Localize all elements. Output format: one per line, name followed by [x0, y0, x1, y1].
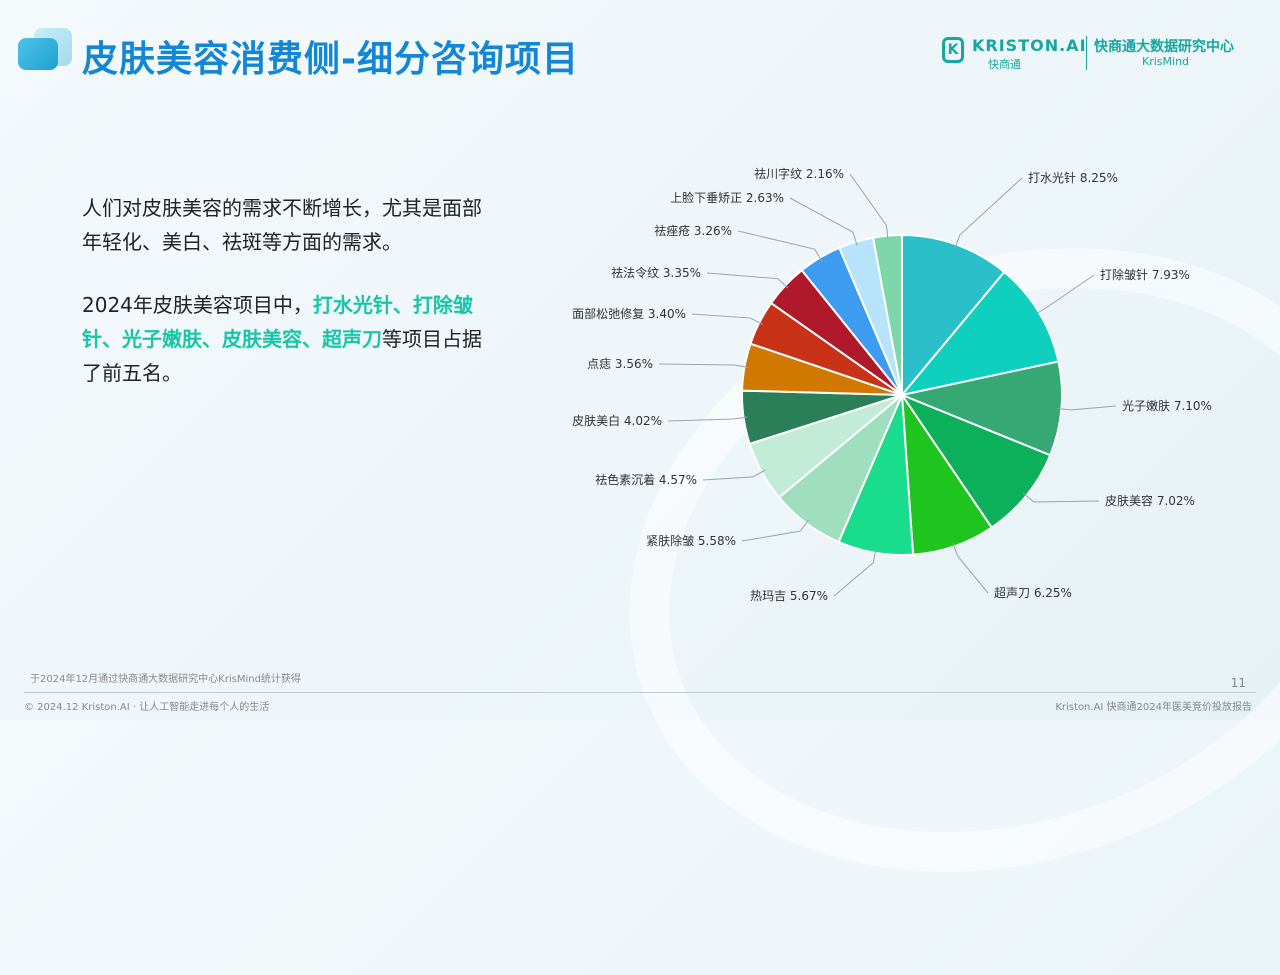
slice-label: 祛色素沉着 4.57% — [595, 472, 697, 487]
leader-line — [706, 272, 789, 289]
slice-label: 超声刀 6.25% — [994, 585, 1072, 600]
slice-label: 祛痤疮 3.26% — [654, 223, 732, 238]
slice-label: 祛川字纹 2.16% — [754, 166, 844, 181]
leader-line — [658, 363, 749, 369]
slice-label: 打除皱针 7.93% — [1100, 267, 1190, 282]
slice-label: 面部松弛修复 3.40% — [572, 306, 686, 321]
leader-line — [702, 469, 766, 481]
brand-header: K KRISTON.AI 快商通 快商通大数据研究中心 KrisMind — [942, 34, 1252, 74]
slice-label: 光子嫩肤 7.10% — [1122, 398, 1212, 413]
slice-label: 紧肤除皱 5.58% — [646, 533, 736, 548]
title-decoration-icon — [18, 28, 72, 72]
leader-line — [833, 548, 877, 597]
slice-label: 点痣 3.56% — [587, 356, 653, 371]
footer-copyright: © 2024.12 Kriston.AI · 让人工智能走进每个人的生活 — [24, 702, 270, 713]
leader-line — [667, 416, 748, 422]
kriston-logo-icon: K — [942, 37, 964, 63]
leader-line — [849, 173, 889, 240]
leader-line — [737, 230, 823, 262]
data-source-note: 于2024年12月通过快商通大数据研究中心KrisMind统计获得 — [30, 674, 301, 685]
footer-divider — [24, 692, 1256, 693]
intro-paragraph: 人们对皮肤美容的需求不断增长，尤其是面部年轻化、美白、祛斑等方面的需求。 — [82, 196, 482, 254]
page-number: 11 — [1230, 676, 1246, 690]
page-title: 皮肤美容消费侧-细分咨询项目 — [82, 39, 579, 80]
leader-line — [789, 197, 858, 246]
leader-line — [741, 519, 810, 542]
slice-label: 热玛吉 5.67% — [750, 589, 828, 603]
leader-line — [691, 313, 764, 325]
top-five-highlight: 打水光针、打除皱针、光子嫩肤、皮肤美容、超声刀 — [82, 293, 473, 351]
slice-label: 上脸下垂矫正 2.63% — [670, 190, 784, 205]
slice-label: 打水光针 8.25% — [1028, 170, 1118, 185]
leader-line — [954, 177, 1023, 249]
slice-label: 皮肤美白 4.02% — [572, 413, 662, 428]
leader-line — [1057, 405, 1117, 411]
brand-divider — [1086, 36, 1087, 70]
brand-logo-text: KRISTON.AI — [972, 36, 1087, 55]
org-name: 快商通大数据研究中心 — [1094, 39, 1234, 55]
org-en-name: KrisMind — [1142, 55, 1190, 68]
ranking-paragraph: 2024年皮肤美容项目中，打水光针、打除皱针、光子嫩肤、皮肤美容、超声刀等项目占… — [82, 288, 482, 390]
leader-line — [1022, 492, 1100, 503]
footer-report-name: Kriston.AI 快商通2024年医美竞价投放报告 — [1055, 702, 1252, 713]
leader-line — [952, 542, 989, 594]
ranking-suffix: 等项目占据了前五名。 — [82, 327, 482, 385]
leader-line — [1035, 274, 1095, 315]
slice-label: 祛法令纹 3.35% — [611, 265, 701, 280]
brand-logo-sub: 快商通 — [988, 58, 1021, 71]
ranking-prefix: 2024年皮肤美容项目中， — [82, 293, 313, 317]
consult-items-pie-chart: 打水光针 8.25% 打除皱针 7.93% 光子嫩肤 7.10% 皮肤美容 7.02%… — [572, 166, 1212, 603]
slice-label: 皮肤美容 7.02% — [1105, 493, 1195, 508]
